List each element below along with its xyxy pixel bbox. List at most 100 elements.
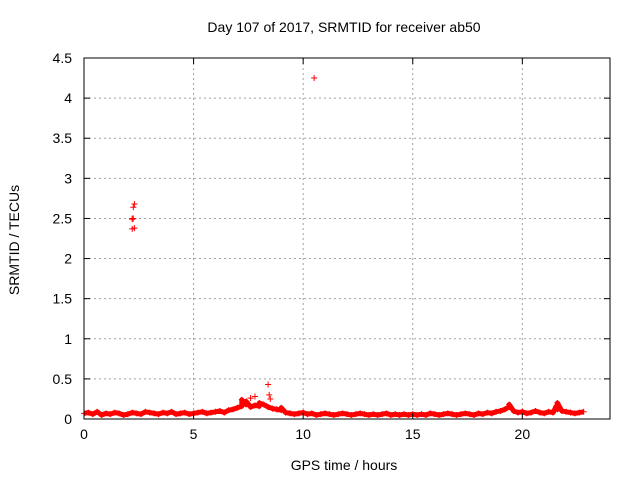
x-tick-label: 5 xyxy=(190,426,198,442)
data-point xyxy=(225,407,232,414)
data-point xyxy=(510,407,517,414)
data-point xyxy=(273,406,280,413)
y-tick-label: 0.5 xyxy=(53,371,73,387)
data-point xyxy=(142,408,149,415)
x-tick-label: 10 xyxy=(295,426,311,442)
data-point xyxy=(322,410,329,417)
data-point xyxy=(282,409,289,416)
data-point xyxy=(238,403,245,410)
y-tick-label: 4.5 xyxy=(53,50,73,66)
data-point xyxy=(221,409,228,416)
data-point xyxy=(304,411,311,418)
data-point xyxy=(243,398,250,405)
y-tick-label: 1.5 xyxy=(53,291,73,307)
data-point xyxy=(265,403,272,410)
data-point xyxy=(457,411,464,418)
data-point xyxy=(383,410,390,417)
data-point xyxy=(287,410,294,417)
data-point xyxy=(563,408,570,415)
data-point xyxy=(295,410,302,417)
data-point xyxy=(352,411,359,418)
data-point xyxy=(576,409,583,416)
y-tick-label: 0 xyxy=(64,411,72,427)
data-point xyxy=(155,411,162,418)
data-point xyxy=(466,411,473,418)
data-point xyxy=(550,409,557,416)
data-point xyxy=(159,409,166,416)
data-point xyxy=(523,410,530,417)
data-point xyxy=(151,410,158,417)
data-point xyxy=(365,411,372,418)
data-point xyxy=(146,409,153,416)
data-point xyxy=(181,409,188,416)
data-point xyxy=(488,410,495,417)
data-point xyxy=(414,411,421,418)
data-point xyxy=(326,411,333,418)
data-point xyxy=(89,411,96,418)
data-point xyxy=(177,410,184,417)
data-point xyxy=(554,406,561,413)
data-point xyxy=(308,410,315,417)
data-point xyxy=(199,408,206,415)
data-point xyxy=(130,204,137,211)
data-point xyxy=(251,402,258,409)
data-point xyxy=(260,401,267,408)
data-point xyxy=(278,404,285,411)
data-point xyxy=(506,401,513,408)
data-point xyxy=(400,411,407,418)
data-point xyxy=(558,407,565,414)
y-tick-label: 1 xyxy=(64,331,72,347)
y-tick-label: 3 xyxy=(64,170,72,186)
data-point xyxy=(131,225,138,232)
data-point xyxy=(131,201,138,208)
data-point xyxy=(396,411,403,418)
data-point xyxy=(361,411,368,418)
data-point xyxy=(479,411,486,418)
data-point xyxy=(133,410,140,417)
data-point xyxy=(553,403,560,410)
data-point xyxy=(571,410,578,417)
data-point xyxy=(541,410,548,417)
x-axis-label: GPS time / hours xyxy=(291,457,398,473)
data-point xyxy=(462,410,469,417)
data-point xyxy=(116,410,123,417)
data-point xyxy=(444,410,451,417)
data-point xyxy=(269,405,276,412)
data-point xyxy=(203,410,210,417)
data-point xyxy=(449,411,456,418)
gridlines xyxy=(84,58,610,419)
data-point xyxy=(212,408,219,415)
y-tick-label: 3.5 xyxy=(53,130,73,146)
data-point xyxy=(317,411,324,418)
data-point xyxy=(85,409,92,416)
data-point xyxy=(267,395,274,402)
data-point xyxy=(374,411,381,418)
data-point xyxy=(532,407,539,414)
data-point xyxy=(102,410,109,417)
axis-ticks: 0 5 10 15 20 0 0.5 1 1.5 2 2.5 3 3.5 4 4.5 xyxy=(53,50,610,442)
data-point xyxy=(453,411,460,418)
data-point xyxy=(313,411,320,418)
data-point xyxy=(238,396,245,403)
x-tick-label: 20 xyxy=(515,426,531,442)
data-point xyxy=(440,411,447,418)
data-point xyxy=(120,411,127,418)
data-point xyxy=(392,411,399,418)
data-point xyxy=(291,411,298,418)
y-axis-label: SRMTID / TECUs xyxy=(6,185,22,295)
data-point xyxy=(484,409,491,416)
data-point xyxy=(129,409,136,416)
data-point xyxy=(124,411,131,418)
data-point xyxy=(194,409,201,416)
data-point xyxy=(137,411,144,418)
y-tick-label: 4 xyxy=(64,90,72,106)
plot-frame xyxy=(83,57,611,420)
data-point xyxy=(348,411,355,418)
data-point xyxy=(234,404,241,411)
data-point xyxy=(554,399,561,406)
data-points xyxy=(81,75,587,418)
data-point xyxy=(536,409,543,416)
data-point xyxy=(493,408,500,415)
data-point xyxy=(247,403,254,410)
